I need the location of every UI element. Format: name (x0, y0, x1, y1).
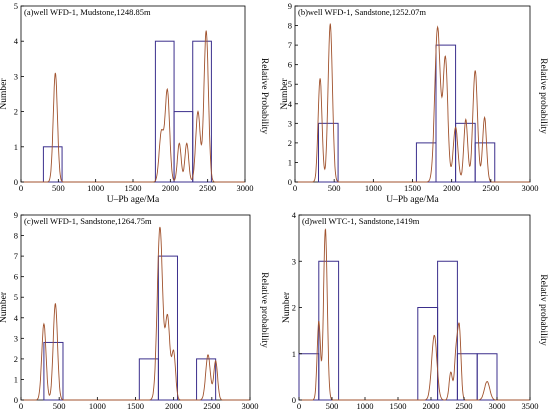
y-tick-label: 9 (14, 210, 18, 220)
chart-panel-4: 0 500 1000 1500 2000 2500 3000 3500 0 1 2 3 4 (d)well… (282, 210, 548, 411)
y-tick-label: 5 (14, 292, 18, 302)
y-tick-label: 8 (288, 21, 292, 31)
histogram-bar (318, 260, 340, 401)
y-tick-label: 2 (288, 138, 292, 148)
x-tick-label: 3000 (489, 401, 506, 411)
y-tick-label: 2 (292, 303, 296, 313)
y-tick-label: 1 (288, 157, 292, 167)
y-tick-label: 0 (288, 177, 292, 187)
histogram-bar (196, 358, 217, 401)
histogram-bar (435, 44, 457, 183)
panel-title: (d)well WTC-1, Sandstone,1419m (302, 216, 420, 226)
y-tick-label: 1 (14, 142, 18, 152)
y-tick-label: 0 (292, 395, 296, 405)
x-tick-label: 1500 (125, 183, 142, 193)
histogram-bar (417, 307, 439, 401)
y-tick-label: 0 (14, 177, 18, 187)
y-tick-label: 2 (14, 354, 18, 364)
y2-axis-label: Relative Probability (259, 58, 269, 135)
x-tick-label: 1500 (127, 401, 144, 411)
x-tick-label: 2000 (165, 401, 182, 411)
histogram-bar (437, 260, 458, 401)
histogram-bar (456, 353, 478, 401)
x-tick-label: 1000 (89, 401, 106, 411)
y2-axis-label: Relative probability (538, 58, 548, 134)
x-tick-label: 3000 (242, 401, 259, 411)
panel-title: (c)well WFD-1, Sandstone,1264.75m (24, 216, 152, 226)
x-tick-label: 1000 (365, 183, 382, 193)
y-tick-label: 3 (14, 333, 18, 343)
y-tick-label: 3 (288, 118, 292, 128)
chart-panel-2: 0 500 1000 1500 2000 2500 3000 0 1 2 3 4 5 6 7 8 9 (b)wel… (280, 1, 548, 205)
histogram-bar (192, 40, 212, 183)
x-tick-label: 3000 (522, 183, 539, 193)
histogram-bar (476, 353, 498, 401)
y-tick-label: 3 (292, 256, 296, 266)
x-tick-label: 2000 (423, 401, 440, 411)
histogram-bar (318, 122, 339, 183)
x-tick-label: 1000 (87, 183, 104, 193)
x-axis-label: U–Pb age/Ma (386, 195, 439, 205)
x-tick-label: 2500 (482, 183, 499, 193)
x-axis-label: U–Pb age/Ma (107, 195, 160, 205)
probability-curve (299, 228, 530, 401)
histogram-bar (157, 255, 178, 401)
x-tick-label: 500 (326, 401, 339, 411)
chart-panel-1: 0 500 1000 1500 2000 2500 3000 0 1 2 3 4 5 (a)well WF… (0, 1, 269, 205)
y-tick-label: 5 (288, 79, 292, 89)
panel-title: (a)well WFD-1, Mudstone,1248.85m (24, 7, 151, 17)
x-tick-label: 2500 (456, 401, 473, 411)
panel-title: (b)well WFD-1, Sandstone,1252.07m (298, 7, 426, 17)
y-tick-label: 7 (288, 40, 292, 50)
x-tick-label: 0 (293, 183, 297, 193)
y-tick-label: 4 (14, 36, 19, 46)
x-tick-label: 1500 (404, 183, 421, 193)
x-tick-label: 2000 (162, 183, 179, 193)
x-tick-label: 0 (297, 401, 301, 411)
x-tick-label: 0 (19, 401, 23, 411)
x-tick-label: 2500 (203, 401, 220, 411)
y-tick-label: 3 (14, 71, 18, 81)
x-tick-label: 2000 (443, 183, 460, 193)
y-tick-label: 7 (14, 251, 18, 261)
y-tick-label: 2 (14, 107, 18, 117)
histogram-bar (474, 142, 496, 183)
y-tick-label: 4 (292, 210, 297, 220)
x-tick-label: 0 (19, 183, 23, 193)
x-tick-label: 500 (53, 401, 66, 411)
y-axis-label: Number (0, 291, 9, 323)
x-tick-label: 1000 (357, 401, 374, 411)
x-tick-label: 500 (52, 183, 65, 193)
x-tick-label: 500 (328, 183, 341, 193)
x-tick-label: 2500 (199, 183, 216, 193)
y-tick-label: 1 (292, 349, 296, 359)
plot-frame (298, 214, 531, 401)
y-axis-label: Number (282, 291, 292, 323)
x-tick-label: 3500 (522, 401, 539, 411)
y-tick-label: 1 (14, 374, 18, 384)
y-tick-label: 4 (288, 99, 293, 109)
y-tick-label: 4 (14, 313, 19, 323)
y2-axis-label: Relative probability (259, 272, 269, 348)
y-tick-label: 6 (288, 60, 292, 70)
y-tick-label: 5 (14, 1, 18, 11)
y-tick-label: 0 (14, 395, 18, 405)
y-tick-label: 6 (14, 272, 18, 282)
x-tick-label: 3000 (237, 183, 254, 193)
y2-axis-label: Relativ probability (538, 274, 548, 346)
x-tick-label: 1500 (390, 401, 407, 411)
y-axis-label: Number (0, 78, 9, 110)
y-tick-label: 8 (14, 231, 18, 241)
y-axis-label: Number (280, 78, 290, 110)
histogram-bar (42, 146, 63, 183)
chart-panel-3: 0 500 1000 1500 2000 2500 3000 0 1 2 3 4 5 6 7 8 9 (c)wel… (0, 210, 269, 411)
y-tick-label: 9 (288, 1, 292, 11)
